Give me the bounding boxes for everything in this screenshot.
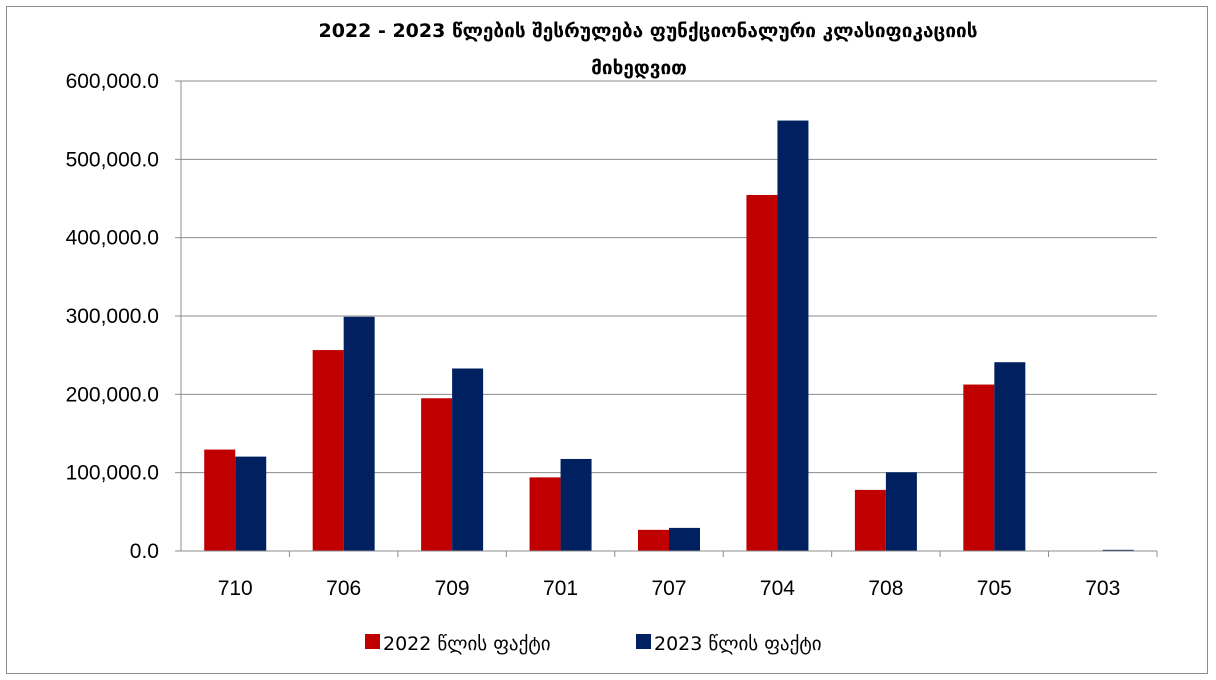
bar-2022-710	[204, 449, 236, 551]
chart-title-line2: მიხედვით	[591, 57, 687, 79]
x-tick-label: 708	[868, 577, 903, 600]
x-tick-label: 710	[218, 577, 253, 600]
bar-2022-705	[963, 384, 995, 551]
chart-title-line1: 2022 - 2023 წლების შესრულება ფუნქციონალუ…	[318, 20, 977, 42]
x-tick-label: 705	[977, 577, 1012, 600]
y-tick-label: 500,000.0	[66, 148, 159, 171]
x-tick-label: 703	[1085, 577, 1120, 600]
bar-2022-709	[421, 398, 453, 551]
y-tick-label: 400,000.0	[66, 227, 159, 250]
y-tick-label: 0.0	[130, 540, 159, 563]
y-tick-label: 200,000.0	[66, 383, 159, 406]
y-tick-label: 100,000.0	[66, 462, 159, 485]
bar-2023-710	[235, 456, 267, 551]
bar-2022-708	[854, 489, 886, 551]
bar-2023-706	[343, 316, 375, 551]
y-tick-labels: 0.0 100,000.0 200,000.0 300,000.0 400,000.0 5…	[66, 70, 159, 563]
legend-label-2023: 2023 წლის ფაქტი	[654, 633, 822, 655]
y-tick-label: 300,000.0	[66, 305, 159, 328]
x-tick-label: 709	[435, 577, 470, 600]
legend: 2022 წლის ფაქტი 2023 წლის ფაქტი	[365, 633, 822, 655]
bar-2022-704	[746, 194, 778, 551]
bar-2023-701	[560, 458, 592, 551]
x-tick-label: 707	[651, 577, 686, 600]
bar-2023-704	[777, 120, 809, 551]
bar-2022-707	[638, 529, 669, 551]
bar-2023-705	[994, 362, 1026, 551]
x-tick-label: 706	[326, 577, 361, 600]
legend-label-2022: 2022 წლის ფაქტი	[383, 633, 551, 655]
axes-group	[180, 81, 1157, 552]
bar-2023-708	[885, 472, 917, 551]
y-tick-label: 600,000.0	[66, 70, 159, 93]
x-tick-labels: 710 706 709 701 707 704 708 705 703	[218, 577, 1121, 600]
x-tick-label: 701	[543, 577, 578, 600]
bar-2023-703	[1102, 549, 1134, 551]
legend-swatch-2022	[365, 634, 380, 649]
bar-2023-707	[669, 527, 700, 551]
chart-frame	[6, 6, 1208, 674]
x-tick-label: 704	[760, 577, 795, 600]
bar-2023-709	[452, 368, 484, 551]
bar-2022-706	[312, 350, 344, 551]
legend-swatch-2023	[636, 634, 651, 649]
bar-2022-701	[529, 477, 561, 551]
bars-group	[204, 120, 1134, 551]
